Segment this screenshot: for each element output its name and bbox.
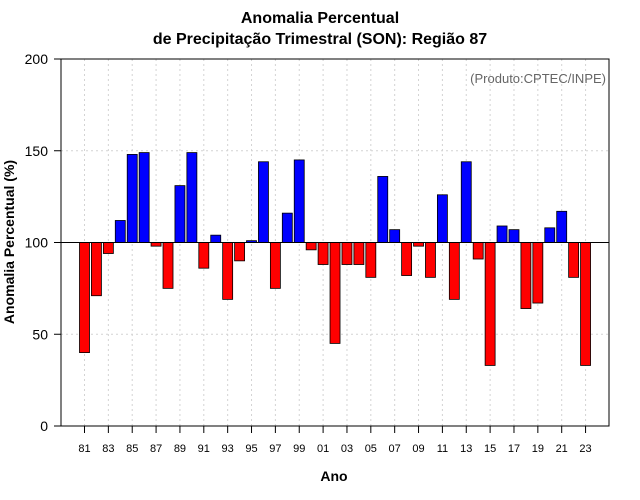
x-tick-label: 91	[198, 443, 210, 455]
bar	[210, 234, 222, 243]
x-tick-label: 21	[556, 443, 568, 455]
x-tick-label: 95	[245, 443, 257, 455]
x-tick-label: 07	[389, 443, 401, 455]
bar	[269, 242, 281, 289]
x-tick-label: 19	[532, 443, 544, 455]
x-tick-label: 03	[341, 443, 353, 455]
bar	[436, 194, 448, 243]
bar	[532, 242, 544, 304]
x-tick-label: 09	[412, 443, 424, 455]
bar	[174, 185, 186, 243]
x-tick-label: 99	[293, 443, 305, 455]
chart-title-line2: de Precipitação Trimestral (SON): Região…	[152, 31, 488, 48]
bar	[377, 176, 389, 243]
y-tick-label: 50	[32, 326, 48, 342]
bar	[460, 161, 472, 243]
x-tick-label: 83	[102, 443, 114, 455]
x-tick-label: 89	[174, 443, 186, 455]
bar	[365, 242, 377, 278]
bar	[496, 225, 508, 243]
chart-title-line1: Anomalia Percentual	[240, 10, 400, 27]
bar	[353, 242, 365, 265]
bar	[234, 242, 245, 262]
source-note: (Produto:CPTEC/INPE)	[470, 71, 606, 86]
bar	[91, 242, 102, 297]
bar	[448, 242, 460, 300]
y-tick-label: 0	[40, 418, 48, 434]
bar	[293, 159, 305, 243]
bar	[568, 242, 580, 278]
bar	[556, 210, 568, 243]
y-tick-label: 100	[25, 235, 49, 251]
bar	[138, 152, 150, 243]
x-axis-title: Ano	[320, 468, 347, 484]
y-axis-title: Anomalia Percentual (%)	[1, 160, 17, 324]
bar	[79, 242, 90, 353]
x-tick-label: 93	[222, 443, 234, 455]
bar	[198, 242, 210, 269]
x-tick-label: 17	[508, 443, 520, 455]
bar	[389, 229, 401, 243]
bar	[329, 242, 341, 344]
bar	[425, 242, 436, 278]
bar	[281, 212, 293, 243]
bar	[222, 242, 234, 300]
x-tick-label: 05	[365, 443, 377, 455]
bar	[258, 161, 269, 243]
bar	[544, 227, 556, 243]
bar	[317, 242, 329, 265]
x-tick-label: 81	[78, 443, 90, 455]
bar	[150, 242, 162, 247]
bar	[401, 242, 413, 276]
bar	[102, 242, 114, 254]
bar	[114, 220, 126, 243]
bar	[341, 242, 353, 265]
x-tick-label: 23	[579, 443, 591, 455]
bars	[79, 152, 591, 366]
y-tick-label: 200	[25, 51, 49, 67]
bar	[162, 242, 174, 289]
x-tick-label: 11	[437, 443, 448, 455]
bar	[508, 229, 520, 243]
bar	[413, 242, 424, 247]
bar	[472, 242, 484, 260]
x-tick-label: 15	[484, 443, 496, 455]
bar	[126, 154, 138, 243]
x-tick-label: 97	[269, 443, 281, 455]
chart-title: Anomalia Percentual de Precipitação Trim…	[0, 8, 640, 50]
bar	[186, 152, 198, 243]
x-tick-label: 87	[150, 443, 162, 455]
bar	[580, 242, 591, 366]
x-tick-label: 13	[460, 443, 472, 455]
x-tick-label: 85	[126, 443, 138, 455]
bar	[484, 242, 496, 366]
bar	[305, 242, 317, 251]
x-axis: 81 83 85 87 89 91 93 95 97 99 01 03 05 07 09 11 13 15 17 19…	[78, 426, 592, 455]
y-tick-label: 150	[25, 143, 49, 159]
bar	[520, 242, 532, 309]
x-tick-label: 01	[317, 443, 329, 455]
y-axis: 0 50 100 150 200	[25, 51, 61, 434]
